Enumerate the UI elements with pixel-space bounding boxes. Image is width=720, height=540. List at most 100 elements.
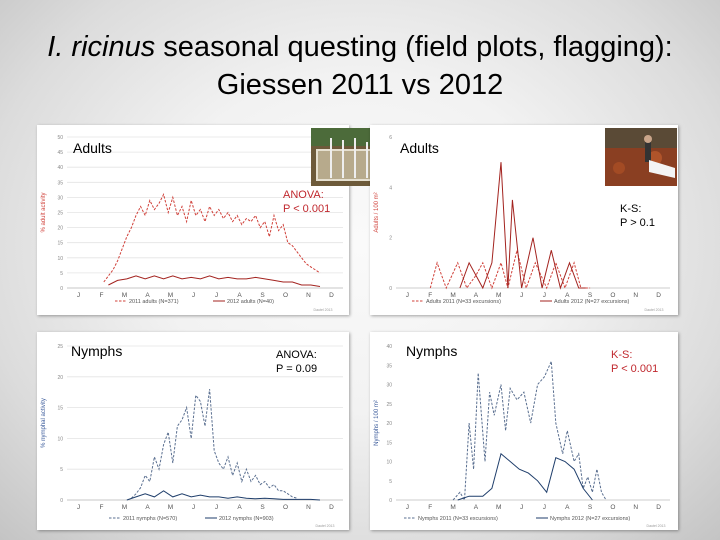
x-tick-label: A xyxy=(237,504,242,511)
series-line-2 xyxy=(457,452,593,501)
x-tick-label: M xyxy=(450,292,455,299)
legend-label: 2012 adults (N=40) xyxy=(227,299,274,305)
x-tick-label: F xyxy=(428,504,432,511)
legend-label: Nymphs 2012 (N=27 excursions) xyxy=(550,516,630,522)
x-tick-label: J xyxy=(77,504,80,511)
stat-label-line1: K-S: xyxy=(611,349,633,361)
x-tick-label: N xyxy=(306,292,311,299)
x-tick-label: M xyxy=(168,504,173,511)
series-line-1 xyxy=(429,250,591,290)
y-tick-label: 25 xyxy=(57,344,63,350)
legend-label: 2012 nymphs (N=903) xyxy=(219,516,274,522)
y-tick-label: 20 xyxy=(57,226,63,232)
x-tick-label: J xyxy=(520,292,523,299)
title-text: seasonal questing (field plots, flagging… xyxy=(155,31,673,63)
adults-flagging-chart: 0 2 4 6 J F M A M J J A S O N D Adults / 100 m² Adults 20… xyxy=(370,125,678,315)
y-tick-label: 30 xyxy=(386,383,392,389)
x-tick-label: O xyxy=(283,292,288,299)
nymphs-field-plots-chart: 0 5 10 15 20 25 J F M A M J J A S O N D % nymphal activity… xyxy=(37,332,349,530)
x-tick-label: A xyxy=(237,292,242,299)
x-tick-label: A xyxy=(565,504,570,511)
credit-label: Dautel 2013 xyxy=(645,308,664,312)
x-tick-label: F xyxy=(100,504,104,511)
x-tick-label: N xyxy=(306,504,311,511)
y-tick-label: 5 xyxy=(60,467,63,473)
x-tick-label: D xyxy=(656,292,661,299)
series-line-1 xyxy=(131,389,298,499)
y-tick-label: 4 xyxy=(389,185,392,191)
stage-label: Adults xyxy=(400,140,439,156)
y-tick-label: 6 xyxy=(389,135,392,141)
x-tick-label: J xyxy=(192,292,195,299)
adults-field-plots-chart: 0 5 10 15 20 25 30 35 40 45 50 J F M A M J J A S O N D % adult … xyxy=(37,125,385,315)
y-tick-label: 10 xyxy=(57,256,63,262)
flagging-photo-icon xyxy=(605,128,677,186)
y-tick-label: 35 xyxy=(57,180,63,186)
nymphs-flagging-svg: 0 5 10 15 20 25 30 35 40 J F M A M J J A S O N D Nymphs / 100… xyxy=(374,344,670,528)
y-tick-label: 0 xyxy=(389,498,392,504)
y-axis-label: Adults / 100 m² xyxy=(374,192,380,232)
x-tick-label: F xyxy=(100,292,104,299)
x-tick-label: N xyxy=(633,292,638,299)
stat-label-line1: K-S: xyxy=(620,203,642,215)
x-tick-label: O xyxy=(610,292,615,299)
stage-label: Adults xyxy=(73,140,112,156)
legend-label: Adults 2012 (N=27 excursions) xyxy=(554,299,630,305)
x-tick-label: D xyxy=(329,504,334,511)
y-axis-label: % adult activity xyxy=(41,192,47,232)
series-line-1 xyxy=(452,361,607,502)
y-tick-label: 5 xyxy=(60,271,63,277)
x-tick-label: J xyxy=(77,292,80,299)
x-tick-label: M xyxy=(168,292,173,299)
stat-label-line1: ANOVA: xyxy=(283,189,324,201)
adults-field-plots-svg: 0 5 10 15 20 25 30 35 40 45 50 J F M A M J J A S O N D % adult … xyxy=(41,135,343,312)
x-tick-label: S xyxy=(588,504,593,511)
x-tick-label: O xyxy=(610,504,615,511)
x-tick-label: M xyxy=(122,292,127,299)
x-tick-label: A xyxy=(145,292,150,299)
nymphs-flagging-chart: 0 5 10 15 20 25 30 35 40 J F M A M J J A S O N D Nymphs / 100… xyxy=(370,332,678,530)
y-tick-label: 40 xyxy=(386,344,392,350)
y-tick-label: 25 xyxy=(57,211,63,217)
x-tick-label: S xyxy=(588,292,593,299)
credit-label: Dautel 2013 xyxy=(314,308,333,312)
x-tick-label: J xyxy=(543,292,546,299)
x-tick-label: A xyxy=(474,504,479,511)
y-tick-label: 30 xyxy=(57,195,63,201)
x-tick-label: D xyxy=(656,504,661,511)
credit-label: Dautel 2013 xyxy=(647,524,666,528)
x-tick-label: J xyxy=(215,504,218,511)
stat-label-line2: P < 0.001 xyxy=(283,203,331,215)
x-tick-label: N xyxy=(633,504,638,511)
legend-label: Adults 2011 (N=33 excursions) xyxy=(426,299,501,305)
legend-label: Nymphs 2011 (N=33 excursions) xyxy=(418,516,498,522)
x-tick-label: J xyxy=(543,504,546,511)
y-tick-label: 35 xyxy=(386,363,392,369)
y-tick-label: 15 xyxy=(57,241,63,247)
x-tick-label: M xyxy=(450,504,455,511)
stat-label-line1: ANOVA: xyxy=(276,349,317,361)
series-line-2 xyxy=(108,275,321,287)
stat-label-line2: P < 0.001 xyxy=(611,363,659,375)
x-tick-label: A xyxy=(145,504,150,511)
y-tick-label: 25 xyxy=(386,402,392,408)
series-line-2 xyxy=(126,490,321,501)
y-tick-label: 0 xyxy=(60,286,63,292)
y-tick-label: 40 xyxy=(57,165,63,171)
stage-label: Nymphs xyxy=(71,343,123,359)
x-tick-label: J xyxy=(192,504,195,511)
series-line-1 xyxy=(103,192,321,283)
x-tick-label: J xyxy=(520,504,523,511)
x-tick-label: M xyxy=(496,504,501,511)
x-tick-label: S xyxy=(260,292,265,299)
y-tick-label: 5 xyxy=(389,479,392,485)
title-species: I. ricinus xyxy=(47,31,156,63)
series-line-2 xyxy=(459,162,586,290)
y-tick-label: 2 xyxy=(389,236,392,242)
y-tick-label: 45 xyxy=(57,150,63,156)
adults-flagging-svg: 0 2 4 6 J F M A M J J A S O N D Adults / 100 m² Adults 20… xyxy=(374,135,670,312)
y-axis-label: % nymphal activity xyxy=(41,398,47,448)
y-tick-label: 0 xyxy=(60,498,63,504)
y-tick-label: 0 xyxy=(389,286,392,292)
slide-title: I. ricinus seasonal questing (field plot… xyxy=(0,28,720,104)
